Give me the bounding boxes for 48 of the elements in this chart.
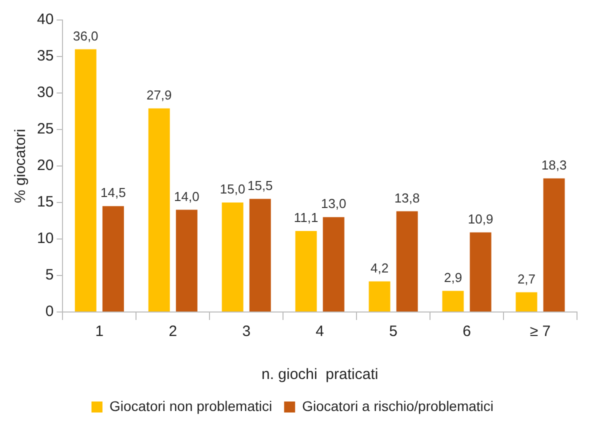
data-label: 11,1: [294, 210, 318, 226]
y-tick-label: 0: [45, 303, 54, 320]
data-label: 4,2: [370, 260, 389, 276]
bar: [322, 217, 344, 312]
bar: [516, 292, 538, 312]
x-tick-label: 1: [95, 323, 104, 340]
y-tick-label: 35: [36, 48, 54, 65]
y-tick-label: 40: [36, 11, 54, 28]
data-label: 36,0: [72, 28, 98, 44]
x-tick-label: 2: [168, 323, 178, 340]
bar: [176, 210, 198, 312]
bar: [249, 198, 271, 312]
x-tick-label: 6: [462, 323, 471, 340]
y-tick-label: 5: [45, 266, 54, 284]
data-label: 14,0: [174, 188, 200, 204]
data-label: 27,9: [146, 87, 172, 102]
bar: [442, 290, 464, 312]
x-tick-label: 5: [389, 323, 398, 340]
y-tick-label: 25: [36, 120, 54, 138]
data-label: 13,0: [320, 196, 346, 212]
x-axis-title: n. giochi praticati: [261, 366, 378, 384]
bar: [295, 230, 317, 312]
bar: [470, 232, 492, 312]
data-label: 15,0: [220, 182, 246, 197]
y-axis-title: % giocatori: [12, 128, 30, 204]
y-tick-label: 20: [36, 157, 54, 174]
x-tick-label: ≥ 7: [530, 323, 551, 340]
bar: [74, 49, 96, 312]
bar: [148, 108, 170, 312]
data-label: 13,8: [394, 190, 420, 206]
bar: [368, 281, 390, 312]
y-tick-label: 15: [36, 194, 54, 211]
bar: [396, 211, 418, 312]
data-label: 10,9: [468, 212, 494, 227]
data-label: 2,9: [444, 270, 462, 285]
legend-label: Giocatori non problematici: [109, 398, 272, 414]
x-tick-label: 4: [316, 323, 324, 340]
bar: [102, 206, 124, 312]
data-label: 2,7: [517, 271, 536, 286]
data-label: 18,3: [541, 157, 567, 172]
x-tick-label: 3: [242, 323, 251, 340]
bar: [543, 178, 565, 312]
y-tick-label: 30: [36, 84, 54, 102]
data-label: 15,5: [247, 178, 273, 193]
y-tick-label: 10: [36, 230, 54, 248]
data-label: 14,5: [100, 185, 126, 200]
legend-label: Giocatori a rischio/problematici: [302, 398, 494, 414]
bar: [222, 202, 244, 312]
